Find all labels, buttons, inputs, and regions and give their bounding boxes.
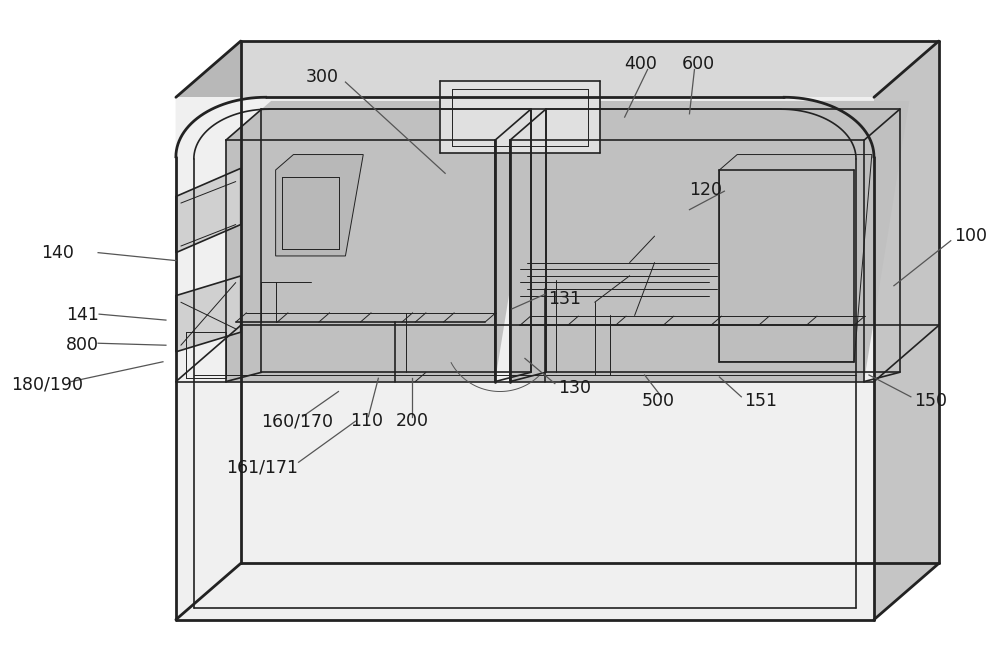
Text: 300: 300 <box>306 68 339 86</box>
Text: 800: 800 <box>66 336 99 354</box>
Text: 161/171: 161/171 <box>226 459 298 477</box>
Text: 180/190: 180/190 <box>11 376 83 394</box>
Text: 500: 500 <box>642 392 675 410</box>
Polygon shape <box>176 41 241 620</box>
Text: 130: 130 <box>558 379 591 397</box>
Text: 141: 141 <box>66 307 99 325</box>
Polygon shape <box>176 169 241 253</box>
Text: 110: 110 <box>350 412 383 430</box>
Text: 200: 200 <box>395 412 428 430</box>
Polygon shape <box>226 101 540 382</box>
Text: 100: 100 <box>954 227 987 245</box>
Text: 120: 120 <box>689 181 722 199</box>
Polygon shape <box>176 276 241 352</box>
Polygon shape <box>176 41 939 97</box>
Polygon shape <box>719 155 872 362</box>
Text: 131: 131 <box>548 290 581 308</box>
Text: 140: 140 <box>41 244 74 262</box>
Text: 160/170: 160/170 <box>261 412 333 430</box>
Text: 600: 600 <box>681 55 715 73</box>
Text: 151: 151 <box>744 392 777 410</box>
Text: 150: 150 <box>914 392 947 410</box>
Polygon shape <box>874 41 939 620</box>
Polygon shape <box>176 97 874 620</box>
Polygon shape <box>276 155 363 256</box>
Polygon shape <box>510 101 909 382</box>
Polygon shape <box>440 81 600 153</box>
Text: 400: 400 <box>625 55 658 73</box>
